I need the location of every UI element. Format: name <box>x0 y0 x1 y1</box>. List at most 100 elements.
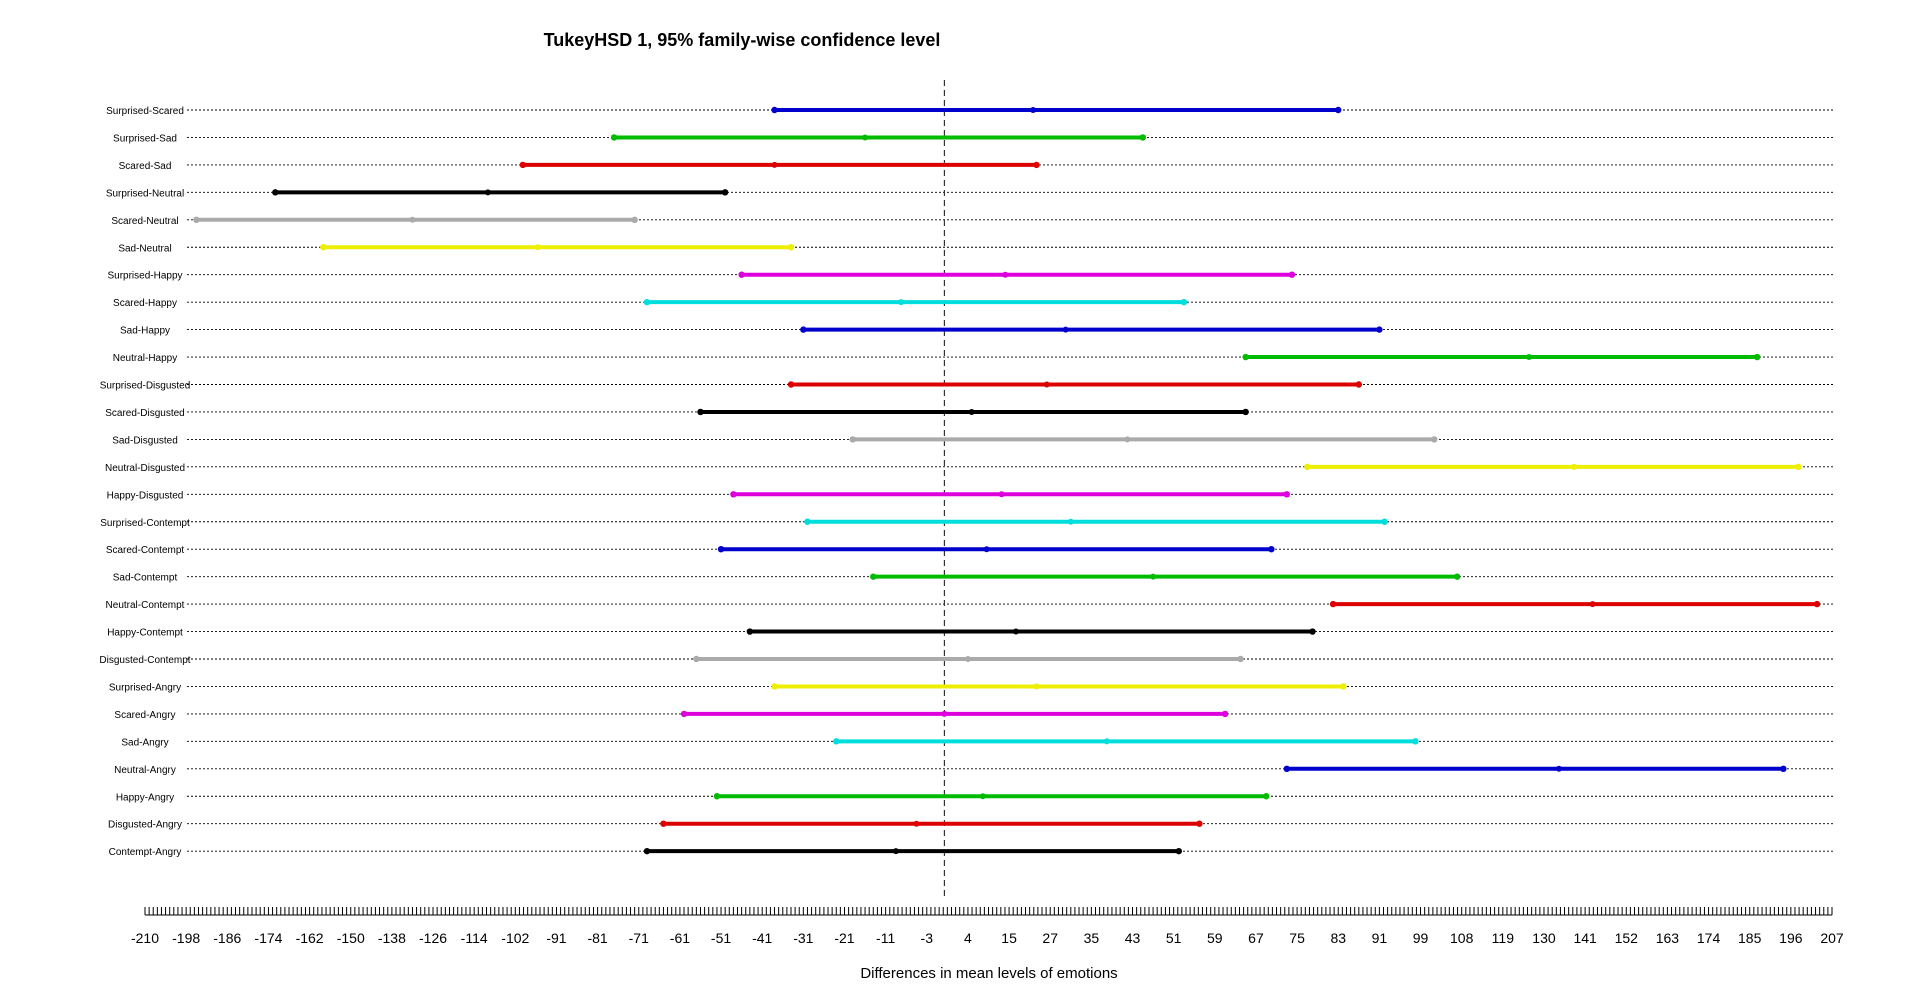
interval-upper-point <box>1431 436 1438 443</box>
x-tick-label: 174 <box>1697 930 1721 946</box>
interval-upper-point <box>1180 298 1188 306</box>
x-tick-label: 27 <box>1042 930 1058 946</box>
x-tick-label: 59 <box>1207 930 1223 946</box>
interval-lower-point <box>680 710 688 718</box>
interval-upper-point <box>1139 134 1146 141</box>
y-tick-label: Scared-Contempt <box>106 545 185 556</box>
x-tick-label: 75 <box>1289 930 1305 946</box>
interval-upper-point <box>1335 106 1342 114</box>
x-tick-label: -150 <box>337 930 365 946</box>
x-tick-label: -41 <box>752 930 772 946</box>
interval-diff-point <box>1103 738 1110 745</box>
interval-lower-point <box>771 106 778 114</box>
interval-upper-point <box>1355 381 1363 388</box>
interval-lower-point <box>833 738 840 745</box>
interval-diff-point <box>771 161 778 168</box>
y-tick-label: Sad-Neutral <box>118 243 171 254</box>
x-tick-label: -3 <box>921 930 934 946</box>
y-tick-label: Surprised-Neutral <box>106 188 184 199</box>
y-tick-label: Neutral-Angry <box>114 765 176 776</box>
interval-lower-point <box>849 436 856 443</box>
interval-upper-point <box>1221 710 1229 718</box>
x-tick-label: 99 <box>1413 930 1429 946</box>
y-tick-label: Surprised-Angry <box>109 682 181 693</box>
interval-upper-point <box>1175 847 1183 855</box>
interval-upper-point <box>1453 573 1461 580</box>
interval-lower-point <box>730 491 737 498</box>
interval-upper-point <box>1268 546 1275 553</box>
interval-upper-point <box>1813 600 1821 608</box>
interval-diff-point <box>484 189 491 196</box>
x-tick-label: -31 <box>793 930 813 946</box>
interval-diff-point <box>1012 628 1019 635</box>
interval-lower-point <box>746 628 754 635</box>
chart-title: TukeyHSD 1, 95% family-wise confidence l… <box>544 30 941 50</box>
interval-lower-point <box>272 189 279 196</box>
interval-upper-point <box>1412 738 1419 745</box>
y-tick-label: Disgusted-Contempt <box>99 655 190 666</box>
interval-lower-point <box>193 216 200 223</box>
y-tick-label: Sad-Angry <box>121 737 168 748</box>
interval-upper-point <box>1340 683 1347 690</box>
interval-upper-point <box>1033 161 1040 169</box>
x-tick-label: -138 <box>378 930 406 946</box>
interval-diff-point <box>1555 765 1562 772</box>
y-tick-label: Scared-Sad <box>119 161 172 172</box>
y-tick-label: Happy-Contempt <box>107 628 183 639</box>
interval-diff-point <box>1030 107 1037 113</box>
x-tick-label: -126 <box>419 930 447 946</box>
x-tick-label: 141 <box>1573 930 1597 946</box>
x-tick-label: 15 <box>1001 930 1017 946</box>
interval-diff-point <box>409 216 416 223</box>
interval-upper-point <box>1283 491 1291 498</box>
interval-lower-point <box>787 381 795 388</box>
interval-diff-point <box>1067 518 1074 525</box>
y-tick-label: Happy-Disgusted <box>107 490 184 501</box>
interval-diff-point <box>1589 601 1596 608</box>
interval-diff-point <box>534 244 541 251</box>
interval-diff-point <box>1150 573 1157 580</box>
interval-diff-point <box>941 710 948 717</box>
x-tick-label: 108 <box>1450 930 1474 946</box>
x-tick-label: 51 <box>1166 930 1182 946</box>
interval-diff-point <box>913 820 920 827</box>
x-tick-label: 67 <box>1248 930 1264 946</box>
interval-diff-point <box>979 793 986 800</box>
interval-upper-point <box>1309 628 1316 635</box>
x-tick-label: -51 <box>711 930 731 946</box>
y-tick-label: Sad-Contempt <box>113 573 178 584</box>
x-tick-label: -91 <box>546 930 566 946</box>
interval-diff-point <box>998 491 1005 498</box>
x-tick-label: 91 <box>1372 930 1388 946</box>
x-tick-label: -114 <box>461 930 488 946</box>
x-tick-label: -174 <box>254 930 282 946</box>
interval-lower-point <box>697 408 704 416</box>
y-tick-label: Neutral-Happy <box>113 353 177 364</box>
interval-upper-point <box>1795 463 1802 471</box>
x-tick-label: 43 <box>1125 930 1141 946</box>
interval-lower-point <box>1283 765 1291 772</box>
interval-diff-point <box>1124 436 1131 443</box>
interval-diff-point <box>1002 271 1009 278</box>
y-tick-label: Sad-Happy <box>120 326 170 337</box>
y-tick-label: Surprised-Sad <box>113 133 177 144</box>
interval-lower-point <box>771 683 778 690</box>
interval-lower-point <box>610 134 618 141</box>
x-tick-label: -11 <box>876 930 895 946</box>
x-axis-label: Differences in mean levels of emotions <box>860 965 1117 982</box>
x-tick-label: 119 <box>1492 930 1515 946</box>
x-tick-label: -61 <box>670 930 690 946</box>
interval-diff-point <box>968 408 975 415</box>
y-tick-label: Disgusted-Angry <box>108 820 182 831</box>
y-tick-label: Neutral-Contempt <box>106 600 185 611</box>
x-tick-label: 185 <box>1738 930 1762 946</box>
interval-diff-point <box>983 546 990 553</box>
interval-diff-point <box>1033 683 1040 690</box>
y-tick-label: Scared-Happy <box>113 298 177 309</box>
y-tick-label: Surprised-Contempt <box>100 518 190 529</box>
interval-upper-point <box>1753 353 1761 361</box>
interval-lower-point <box>519 161 526 169</box>
x-tick-label: -81 <box>587 930 607 946</box>
x-tick-label: 130 <box>1532 930 1556 946</box>
